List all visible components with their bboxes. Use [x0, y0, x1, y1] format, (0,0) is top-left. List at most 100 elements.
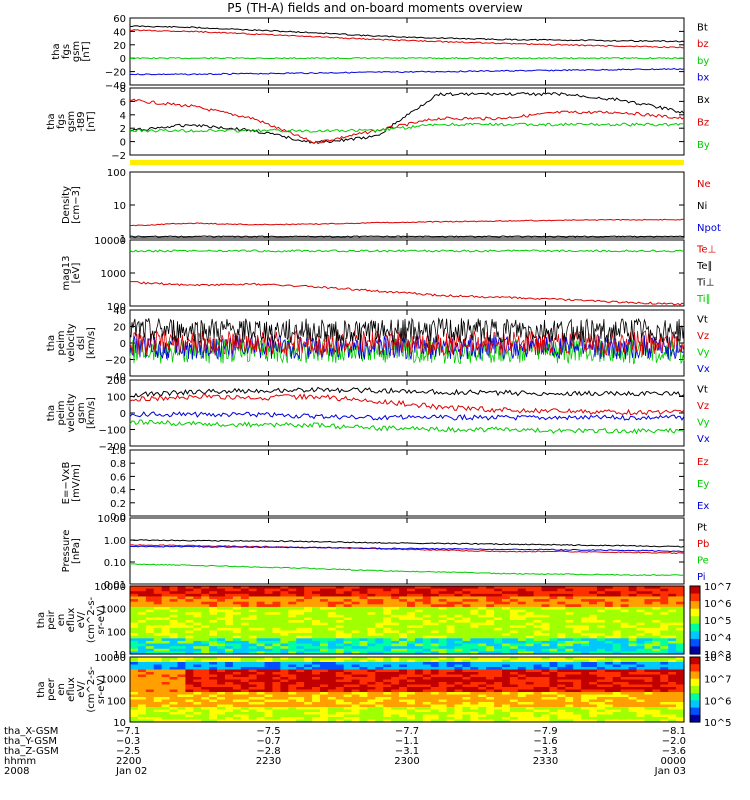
spectrogram-cell	[288, 657, 297, 661]
spectrogram-cell	[470, 609, 479, 613]
spectrogram-cell	[137, 699, 147, 703]
spectrogram-cell	[161, 630, 171, 634]
spectrogram-cell	[367, 679, 376, 683]
spectrogram-cell	[501, 657, 511, 661]
y-axis-label: tha	[46, 335, 57, 351]
spectrogram-cell	[525, 635, 535, 639]
spectrogram-cell	[541, 674, 551, 678]
footer-value-y: −1.1	[395, 736, 419, 747]
spectrogram-cell	[193, 648, 202, 652]
spectrogram-cell	[137, 586, 147, 590]
spectrogram-cell	[359, 677, 369, 681]
spectrogram-cell	[209, 699, 218, 703]
series-line-Bt	[129, 25, 685, 43]
spectrogram-cell	[533, 697, 543, 701]
spectrogram-cell	[327, 614, 337, 618]
spectrogram-cell	[351, 674, 361, 678]
spectrogram-cell	[652, 717, 661, 721]
spectrogram-cell	[359, 651, 369, 655]
spectrogram-cell	[541, 719, 551, 723]
spectrogram-cell	[161, 625, 171, 629]
spectrogram-cell	[407, 620, 416, 624]
spectrogram-cell	[185, 704, 194, 708]
spectrogram-cell	[604, 712, 614, 716]
spectrogram-cell	[304, 622, 313, 626]
spectrogram-cell	[383, 657, 392, 661]
spectrogram-cell	[676, 625, 685, 629]
spectrogram-cell	[304, 719, 313, 723]
spectrogram-cell	[288, 620, 297, 624]
spectrogram-cell	[201, 694, 210, 698]
spectrogram-cell	[414, 588, 424, 592]
spectrogram-cell	[185, 697, 194, 701]
spectrogram-cell	[470, 672, 479, 676]
spectrogram-cell	[414, 674, 424, 678]
spectrogram-cell	[644, 604, 653, 608]
spectrogram-cell	[288, 667, 297, 671]
spectrogram-cell	[256, 677, 266, 681]
spectrogram-cell	[668, 625, 677, 629]
spectrogram-cell	[280, 679, 289, 683]
spectrogram-cell	[351, 612, 361, 616]
spectrogram-cell	[217, 646, 226, 650]
spectrogram-cell	[240, 674, 250, 678]
spectrogram-cell	[644, 694, 653, 698]
spectrogram-cell	[335, 674, 345, 678]
spectrogram-cell	[161, 717, 171, 721]
spectrogram-cell	[209, 591, 218, 595]
spectrogram-cell	[232, 633, 242, 637]
spectrogram-cell	[319, 689, 329, 693]
spectrogram-cell	[391, 617, 400, 621]
spectrogram-cell	[454, 669, 463, 673]
spectrogram-cell	[596, 643, 606, 647]
spectrogram-cell	[161, 719, 171, 723]
spectrogram-cell	[652, 679, 661, 683]
spectrogram-cell	[589, 651, 598, 655]
y-axis-label: [mV/m]	[71, 464, 82, 502]
spectrogram-cell	[169, 672, 179, 676]
spectrogram-cell	[565, 635, 574, 639]
spectrogram-cell	[533, 651, 543, 655]
spectrogram-cell	[201, 620, 210, 624]
spectrogram-cell	[312, 640, 321, 645]
spectrogram-cell	[486, 588, 495, 592]
spectrogram-cell	[501, 712, 511, 716]
spectrogram-cell	[430, 662, 440, 666]
spectrogram-cell	[517, 586, 527, 590]
spectrogram-cell	[137, 614, 147, 618]
spectrogram-cell	[399, 704, 408, 708]
spectrogram-cell	[177, 702, 186, 706]
spectrogram-cell	[422, 612, 432, 616]
spectrogram-cell	[438, 717, 448, 721]
spectrogram-cell	[304, 646, 313, 650]
spectrogram-cell	[304, 606, 313, 611]
y-tick-label: −100	[99, 426, 126, 437]
spectrogram-cell	[612, 627, 622, 632]
spectrogram-cell	[486, 687, 495, 691]
spectrogram-cell	[351, 667, 361, 671]
spectrogram-cell	[232, 601, 242, 605]
spectrogram-cell	[169, 609, 179, 613]
spectrogram-cell	[224, 674, 234, 678]
spectrogram-cell	[557, 684, 566, 688]
spectrogram-cell	[351, 662, 361, 666]
spectrogram-cell	[185, 677, 194, 681]
spectrogram-cell	[454, 677, 463, 681]
spectrogram-cell	[217, 638, 226, 642]
spectrogram-cell	[549, 588, 558, 592]
spectrogram-cell	[130, 625, 139, 629]
spectrogram-cell	[193, 599, 202, 603]
spectrogram-cell	[201, 699, 210, 703]
spectrogram-cell	[446, 609, 456, 613]
spectrogram-cell	[351, 707, 361, 711]
spectrogram-cell	[604, 689, 614, 693]
spectrogram-cell	[462, 672, 471, 676]
spectrogram-cell	[589, 606, 598, 611]
spectrogram-cell	[668, 617, 677, 621]
spectrogram-cell	[145, 682, 155, 686]
y-tick-label: 0.01	[104, 580, 126, 591]
spectrogram-cell	[517, 601, 527, 605]
spectrogram-cell	[399, 714, 408, 718]
spectrogram-cell	[589, 702, 598, 706]
spectrogram-cell	[312, 593, 321, 598]
